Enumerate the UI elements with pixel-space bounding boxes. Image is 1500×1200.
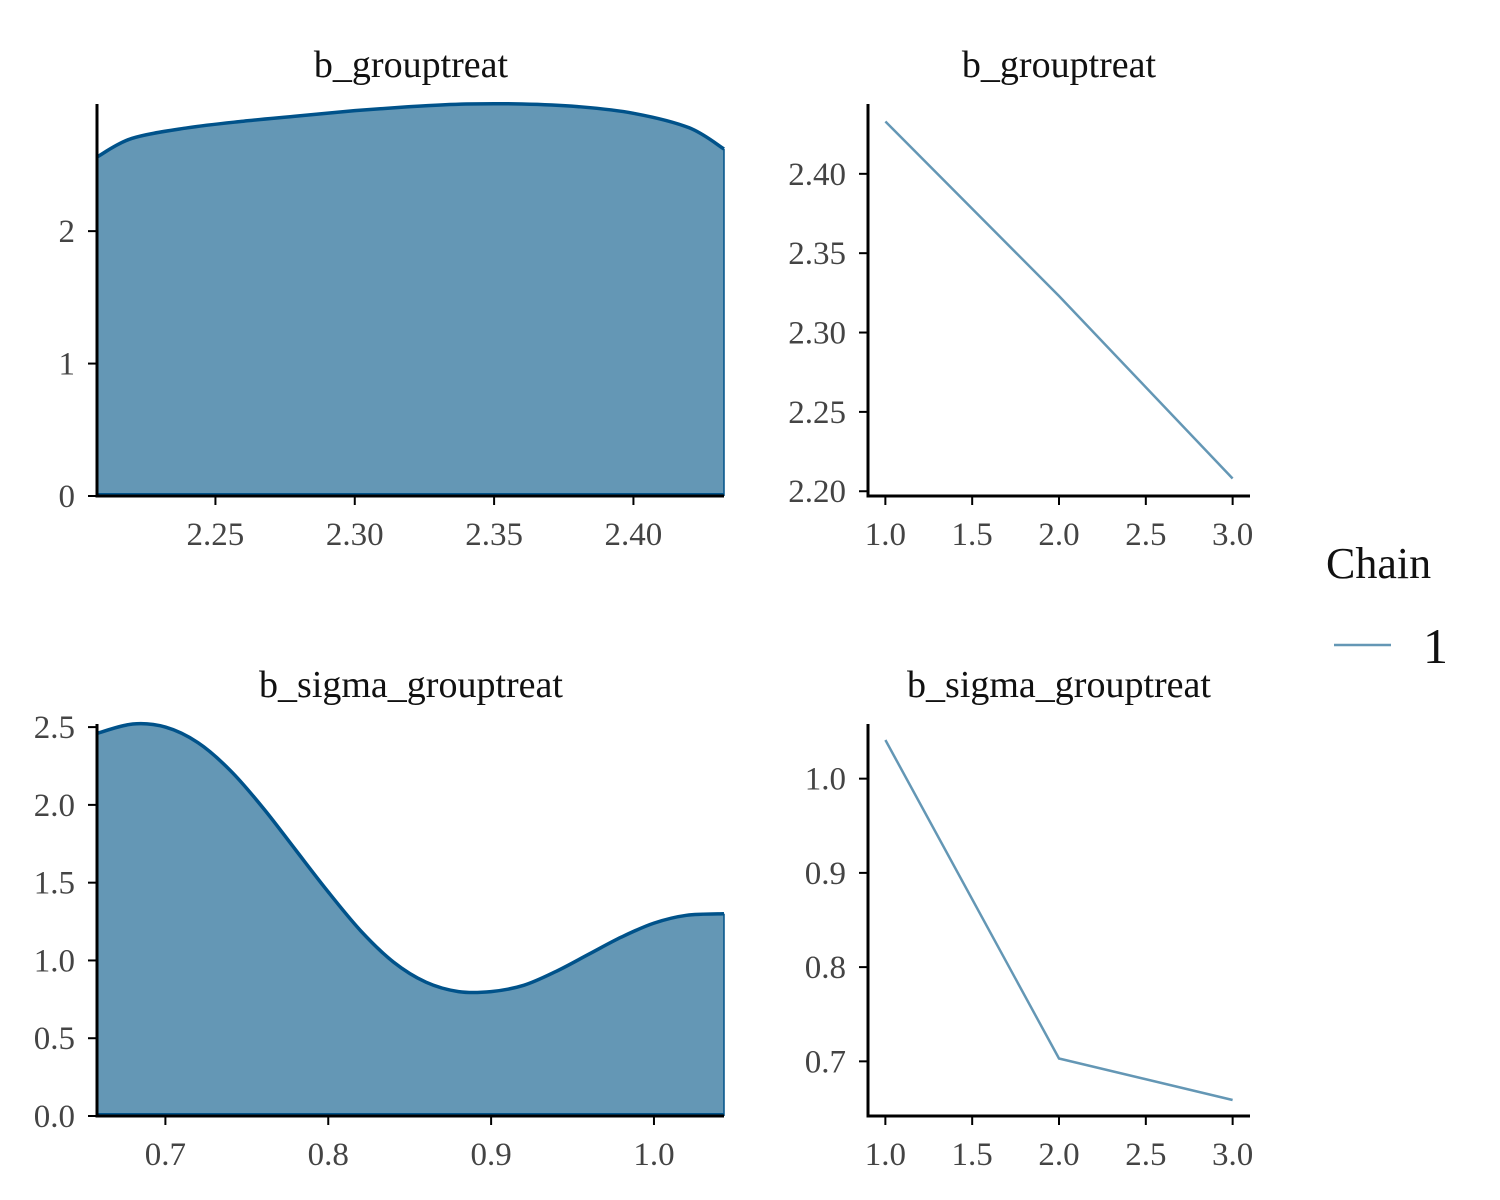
y-tick-label: 1.0 [805, 762, 846, 798]
panel-trace-grouptreat: b_grouptreat 1.0 1.5 2.0 2.5 3.0 2.20 2.25 2.30… [788, 44, 1253, 553]
panel-title: b_sigma_grouptreat [259, 664, 563, 706]
x-tick-label: 1.5 [952, 517, 993, 553]
x-tick-label: 1.0 [865, 1137, 906, 1173]
trace-line-chain-1 [884, 120, 1234, 480]
y-tick-label: 2.5 [34, 710, 75, 746]
x-tick-label: 3.0 [1212, 1137, 1253, 1173]
y-tick-label: 0.5 [34, 1021, 75, 1057]
y-tick-label: 0 [59, 479, 76, 515]
panel-title: b_grouptreat [962, 44, 1157, 86]
x-tick-label: 2.25 [187, 517, 245, 553]
y-tick-label: 0.8 [805, 950, 846, 986]
panel-title: b_sigma_grouptreat [907, 664, 1211, 706]
x-tick-label: 2.5 [1125, 1137, 1166, 1173]
x-tick-label: 2.5 [1125, 517, 1166, 553]
y-tick-label: 2.0 [34, 788, 75, 824]
x-tick-label: 2.0 [1038, 517, 1079, 553]
density-curve [96, 101, 725, 159]
x-tick-label: 1.0 [865, 517, 906, 553]
density-area [97, 723, 724, 1116]
y-tick-label: 2.35 [788, 236, 846, 272]
y-tick-label: 2.20 [788, 474, 846, 510]
y-tick-label: 2.30 [788, 316, 846, 352]
x-tick-label: 2.35 [465, 517, 523, 553]
y-tick-label: 1.0 [34, 943, 75, 979]
density-curve [96, 721, 725, 995]
panel-density-grouptreat: b_grouptreat 2.25 2.30 2.35 2.40 0 1 2 [59, 44, 725, 553]
y-tick-label: 0.7 [805, 1044, 846, 1080]
y-tick-label: 0.9 [805, 856, 846, 892]
legend-item-label: 1 [1423, 618, 1448, 674]
x-tick-label: 1.0 [633, 1137, 674, 1173]
x-tick-label: 0.9 [470, 1137, 511, 1173]
x-tick-label: 0.7 [145, 1137, 186, 1173]
density-area [97, 103, 724, 496]
x-tick-label: 1.5 [952, 1137, 993, 1173]
legend-title: Chain [1326, 539, 1431, 588]
panel-density-sigma-grouptreat: b_sigma_grouptreat 0.7 0.8 0.9 1.0 0.0 0.5 1.0… [34, 664, 725, 1173]
y-tick-label: 2.25 [788, 395, 846, 431]
y-tick-label: 1 [59, 347, 76, 383]
y-tick-label: 2 [59, 214, 76, 250]
x-tick-label: 2.30 [326, 517, 384, 553]
panel-trace-sigma-grouptreat: b_sigma_grouptreat 1.0 1.5 2.0 2.5 3.0 0.7 0.8… [805, 664, 1254, 1173]
trace-line-chain-1 [884, 739, 1233, 1102]
panel-title: b_grouptreat [314, 44, 509, 86]
x-tick-label: 3.0 [1212, 517, 1253, 553]
y-tick-label: 1.5 [34, 866, 75, 902]
legend: Chain 1 [1326, 539, 1448, 674]
x-tick-label: 0.8 [308, 1137, 349, 1173]
x-tick-label: 2.40 [605, 517, 663, 553]
y-tick-label: 2.40 [788, 157, 846, 193]
y-tick-label: 0.0 [34, 1099, 75, 1135]
x-tick-label: 2.0 [1038, 1137, 1079, 1173]
